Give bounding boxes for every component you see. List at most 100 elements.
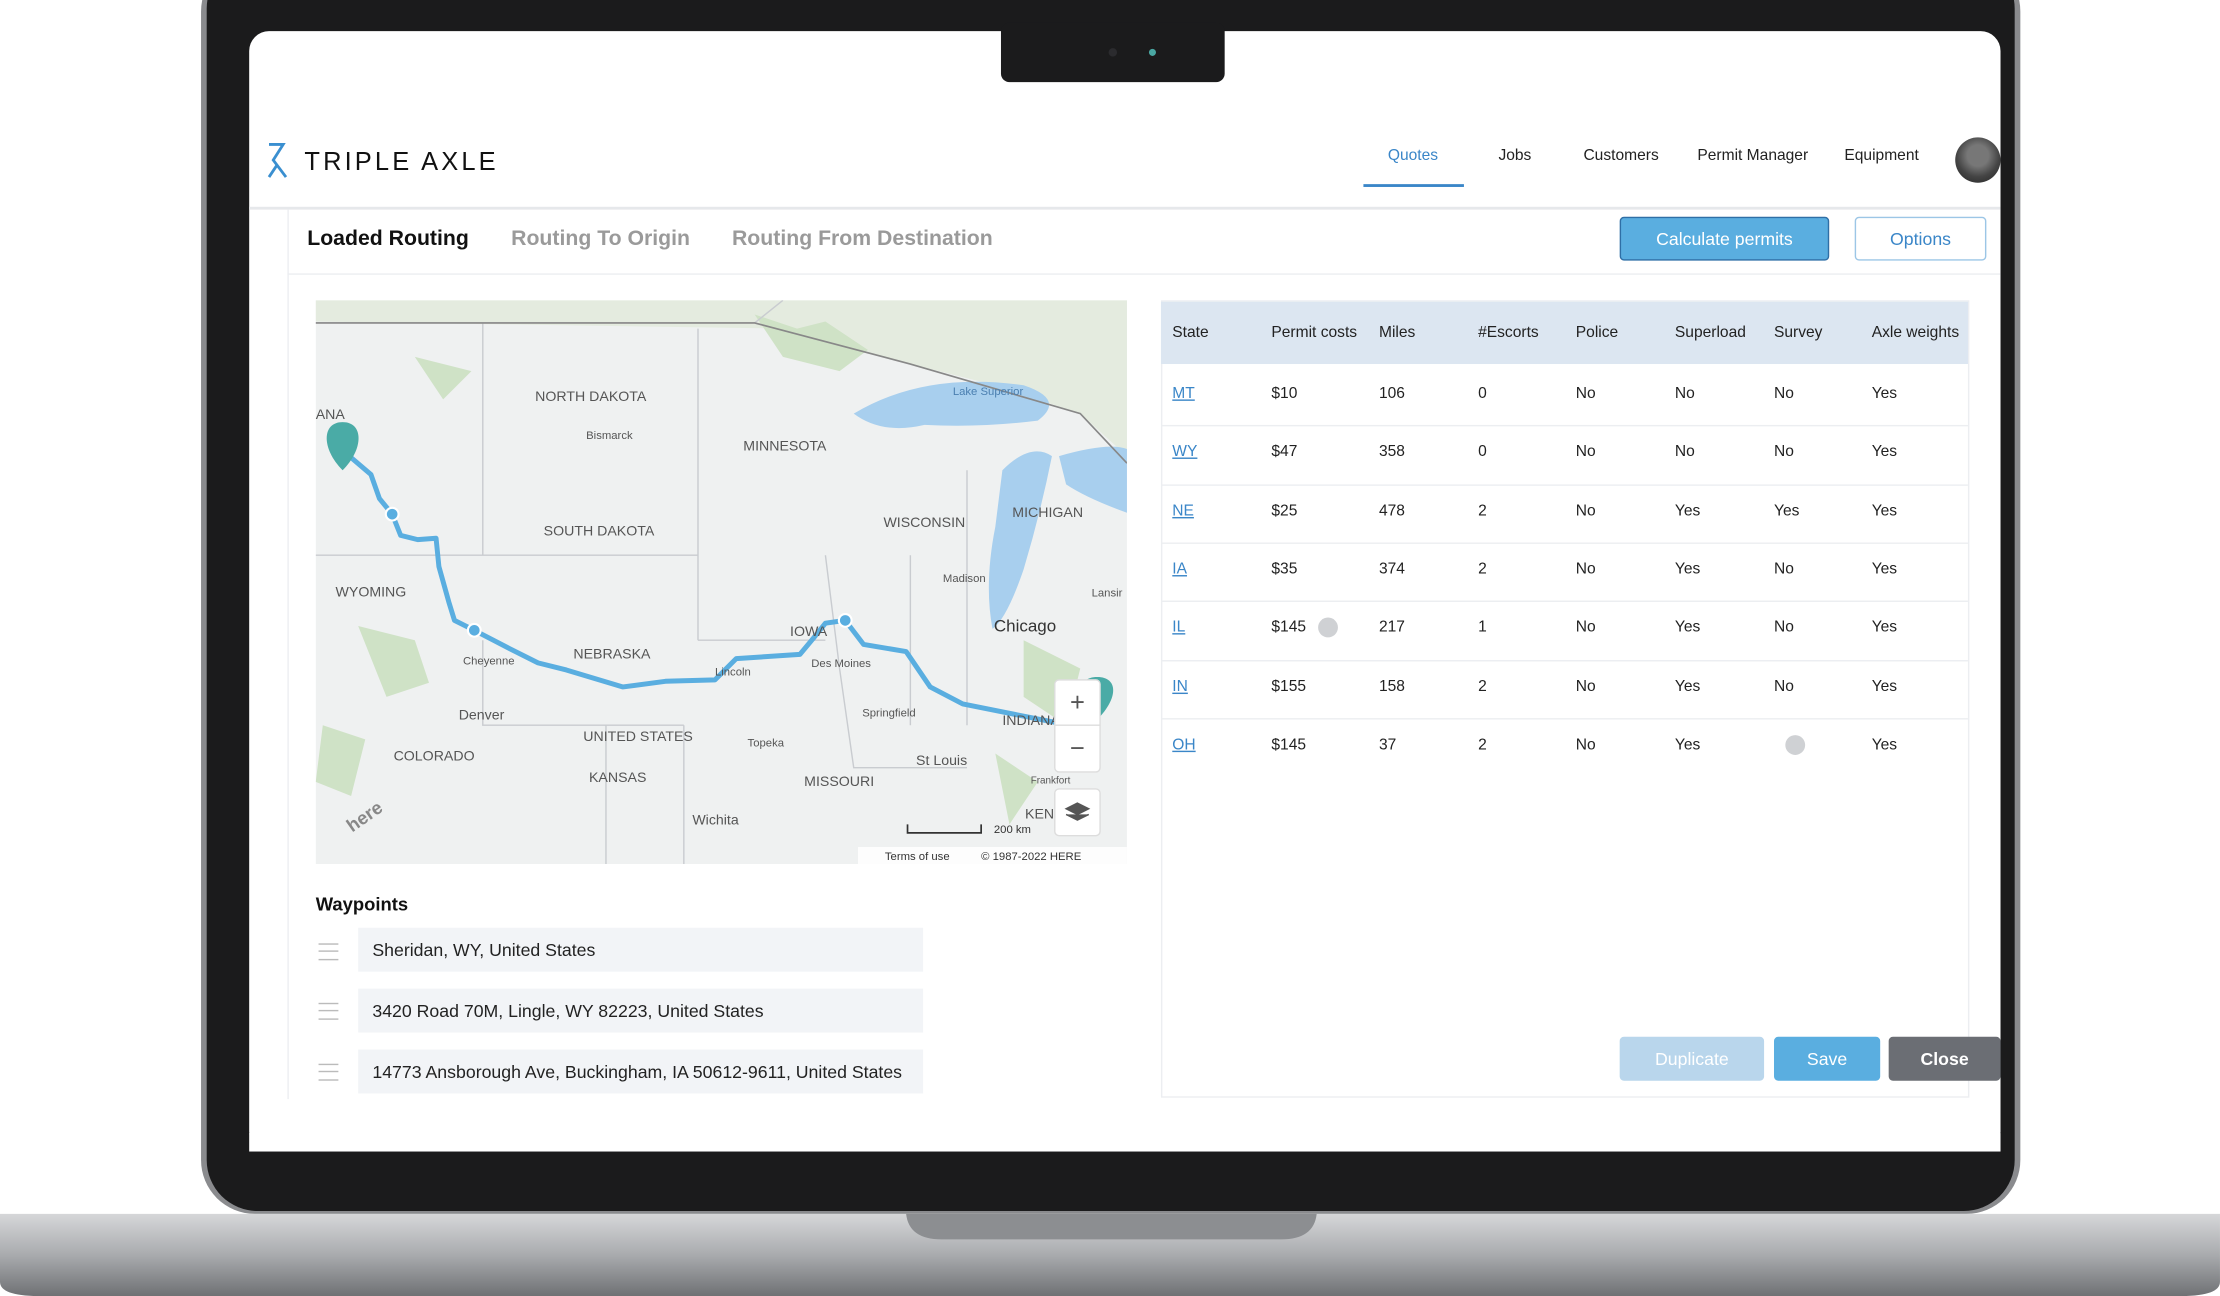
- tab[interactable]: Routing To Origin: [511, 226, 691, 251]
- table-cell: Yes: [1871, 736, 1898, 754]
- table-cell: 2: [1478, 677, 1487, 695]
- copyright: © 1987-2022 HERE: [981, 851, 1082, 863]
- table-cell: Yes: [1871, 677, 1898, 695]
- avatar[interactable]: [1955, 137, 2001, 183]
- table-cell: 478: [1378, 502, 1405, 520]
- waypoint-input[interactable]: 3420 Road 70M, Lingle, WY 82223, United …: [358, 988, 924, 1033]
- table-cell: $10: [1271, 385, 1298, 403]
- table-cell: No: [1575, 443, 1596, 461]
- state-link[interactable]: WY: [1172, 443, 1198, 461]
- zoom-in-button[interactable]: +: [1070, 689, 1085, 717]
- map-label: Chicago: [994, 617, 1056, 636]
- state-link[interactable]: IL: [1172, 619, 1186, 637]
- map-label: NORTH DAKOTA: [535, 389, 647, 405]
- logo-icon: [267, 143, 288, 178]
- drag-handle[interactable]: [318, 943, 339, 961]
- map-label: COLORADO: [394, 749, 475, 765]
- nav-link[interactable]: Jobs: [1498, 147, 1532, 165]
- table-cell: Yes: [1674, 619, 1701, 637]
- lake: [988, 451, 1052, 629]
- state-link[interactable]: NE: [1172, 502, 1194, 520]
- waypoints-title: Waypoints: [315, 893, 409, 915]
- tab[interactable]: Routing From Destination: [731, 226, 993, 251]
- column-header: Survey: [1773, 324, 1823, 342]
- attribution-bg: [857, 847, 1127, 865]
- table-cell: No: [1773, 385, 1794, 403]
- table-cell: 2: [1478, 502, 1487, 520]
- map-label: Bismarck: [586, 430, 633, 442]
- map-label: Lansir: [1092, 587, 1123, 599]
- drag-handle[interactable]: [318, 1063, 339, 1081]
- options-button[interactable]: Options: [1854, 216, 1987, 261]
- row-divider: [1160, 483, 1968, 486]
- state-link[interactable]: MT: [1172, 385, 1195, 403]
- column-header: Superload: [1674, 324, 1746, 342]
- waypoint-input[interactable]: Sheridan, WY, United States: [358, 927, 924, 972]
- map-label: INDIANA: [1002, 713, 1060, 729]
- terms-link[interactable]: Terms of use: [885, 851, 950, 863]
- table-cell: 0: [1478, 385, 1487, 403]
- tabs-divider: [287, 273, 2001, 275]
- column-header: Police: [1575, 324, 1619, 342]
- waypoint-dot: [466, 622, 482, 638]
- map-label: NEBRASKA: [573, 647, 651, 663]
- table-cell: No: [1575, 677, 1596, 695]
- table-cell: Yes: [1773, 502, 1800, 520]
- row-divider: [1160, 542, 1968, 544]
- table-cell: 106: [1378, 385, 1405, 403]
- map-label: Topeka: [748, 737, 785, 749]
- nav-link[interactable]: Quotes: [1387, 147, 1439, 165]
- info-icon: [1785, 734, 1806, 755]
- map-label: KANSAS: [589, 770, 646, 786]
- column-header: Permit costs: [1271, 324, 1358, 342]
- table-cell: No: [1575, 619, 1596, 637]
- table-cell: 2: [1478, 736, 1487, 754]
- row-divider: [1160, 600, 1968, 603]
- table-cell: $35: [1271, 560, 1298, 578]
- map-label: WYOMING: [336, 584, 407, 600]
- save-button[interactable]: Save: [1773, 1036, 1881, 1081]
- duplicate-button[interactable]: Duplicate: [1619, 1036, 1765, 1081]
- permit-panel: [1160, 300, 1970, 1098]
- table-cell: 0: [1478, 443, 1487, 461]
- map-label: MINNESOTA: [743, 438, 827, 454]
- table-cell: Yes: [1871, 560, 1898, 578]
- state-link[interactable]: OH: [1172, 736, 1196, 754]
- nav-link[interactable]: Permit Manager: [1697, 147, 1809, 165]
- logo-text: TRIPLE AXLE: [304, 147, 499, 176]
- close-button[interactable]: Close: [1888, 1036, 2001, 1081]
- map: ANA NORTH DAKOTA Bismarck MINNESOTA Lake…: [315, 300, 1127, 865]
- map-label: SOUTH DAKOTA: [544, 523, 655, 539]
- permit-table: State Permit costs Miles #Escorts Police Supe…: [1160, 301, 1968, 755]
- nav-link[interactable]: Equipment: [1844, 147, 1919, 165]
- zoom-out-button[interactable]: −: [1070, 734, 1085, 762]
- map-label: MISSOURI: [804, 774, 874, 790]
- scale-bar: [906, 824, 982, 834]
- table-cell: No: [1773, 619, 1794, 637]
- table-cell: No: [1773, 677, 1794, 695]
- map-label: Cheyenne: [463, 655, 515, 667]
- map-region: [315, 300, 1127, 457]
- drag-handle[interactable]: [318, 1002, 339, 1020]
- row-divider: [1160, 717, 1968, 720]
- table-cell: Yes: [1674, 502, 1701, 520]
- state-link[interactable]: IA: [1172, 560, 1188, 578]
- nav-link[interactable]: Customers: [1583, 147, 1659, 165]
- tab[interactable]: Loaded Routing: [307, 226, 469, 251]
- calculate-button[interactable]: Calculate permits: [1619, 216, 1830, 261]
- column-header: Miles: [1378, 324, 1416, 342]
- map-label: KEN: [1025, 807, 1054, 823]
- waypoint-dot: [837, 612, 853, 628]
- waypoint-input[interactable]: 14773 Ansborough Ave, Buckingham, IA 506…: [358, 1049, 924, 1094]
- table-cell: $25: [1271, 502, 1298, 520]
- map-label: Lake Superior: [953, 386, 1024, 398]
- route: [341, 448, 1056, 725]
- map-label: MICHIGAN: [1012, 505, 1083, 521]
- map-label: St Louis: [916, 753, 967, 769]
- table-cell: 37: [1378, 736, 1397, 754]
- table-cell: 374: [1378, 560, 1405, 578]
- state-link[interactable]: IN: [1172, 677, 1188, 695]
- table-cell: $47: [1271, 443, 1298, 461]
- table-cell: No: [1674, 385, 1695, 403]
